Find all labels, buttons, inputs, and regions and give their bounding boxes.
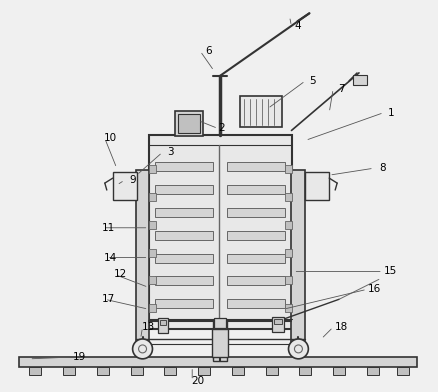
- Bar: [155, 254, 213, 263]
- Bar: [97, 367, 109, 375]
- Bar: [131, 367, 142, 375]
- Bar: [274, 319, 282, 324]
- Text: 7: 7: [338, 84, 344, 94]
- Bar: [155, 162, 213, 171]
- Text: 2: 2: [219, 123, 225, 134]
- Text: 15: 15: [384, 267, 397, 276]
- Bar: [148, 249, 156, 257]
- Bar: [240, 96, 282, 127]
- Bar: [227, 208, 285, 217]
- Text: 9: 9: [129, 175, 136, 185]
- Bar: [285, 165, 293, 173]
- Text: 6: 6: [205, 46, 212, 56]
- Bar: [212, 329, 228, 357]
- Bar: [227, 276, 285, 285]
- Bar: [300, 367, 311, 375]
- Bar: [148, 165, 156, 173]
- Text: 1: 1: [388, 107, 394, 118]
- Bar: [148, 304, 156, 312]
- Text: 5: 5: [309, 76, 316, 86]
- Bar: [232, 367, 244, 375]
- Bar: [155, 299, 213, 308]
- Circle shape: [133, 339, 152, 359]
- Bar: [63, 367, 75, 375]
- Bar: [214, 318, 226, 328]
- Bar: [136, 170, 149, 354]
- Bar: [155, 276, 213, 285]
- Text: 12: 12: [114, 269, 127, 279]
- Bar: [227, 185, 285, 194]
- Bar: [285, 249, 293, 257]
- Bar: [397, 367, 409, 375]
- Bar: [198, 367, 210, 375]
- Bar: [159, 318, 168, 333]
- Bar: [29, 367, 41, 375]
- Text: 11: 11: [102, 223, 115, 233]
- Bar: [178, 114, 200, 133]
- Bar: [155, 185, 213, 194]
- Bar: [367, 367, 379, 375]
- Text: 16: 16: [368, 284, 381, 294]
- Bar: [285, 221, 293, 229]
- Text: 20: 20: [191, 376, 205, 386]
- Bar: [213, 321, 227, 361]
- Bar: [148, 135, 293, 329]
- Bar: [266, 367, 278, 375]
- Text: 19: 19: [72, 352, 85, 362]
- Bar: [148, 193, 156, 201]
- Bar: [285, 193, 293, 201]
- Bar: [227, 231, 285, 240]
- Text: 17: 17: [102, 294, 115, 304]
- Circle shape: [289, 339, 308, 359]
- Text: 13: 13: [142, 322, 155, 332]
- Bar: [285, 276, 293, 284]
- Text: 3: 3: [167, 147, 173, 157]
- Bar: [272, 317, 283, 332]
- Bar: [113, 172, 137, 200]
- Bar: [305, 172, 329, 200]
- Bar: [19, 357, 417, 367]
- Bar: [148, 276, 156, 284]
- Text: 8: 8: [379, 163, 386, 173]
- Bar: [155, 208, 213, 217]
- Bar: [353, 75, 367, 85]
- Bar: [285, 304, 293, 312]
- Bar: [160, 320, 166, 325]
- Bar: [148, 221, 156, 229]
- Text: 4: 4: [294, 21, 301, 31]
- Bar: [227, 162, 285, 171]
- Bar: [227, 299, 285, 308]
- Bar: [155, 231, 213, 240]
- Text: 14: 14: [104, 252, 117, 263]
- Text: 10: 10: [104, 133, 117, 143]
- Bar: [164, 367, 177, 375]
- Bar: [333, 367, 345, 375]
- Bar: [291, 170, 305, 354]
- Text: 18: 18: [335, 322, 348, 332]
- Bar: [175, 111, 203, 136]
- Bar: [227, 254, 285, 263]
